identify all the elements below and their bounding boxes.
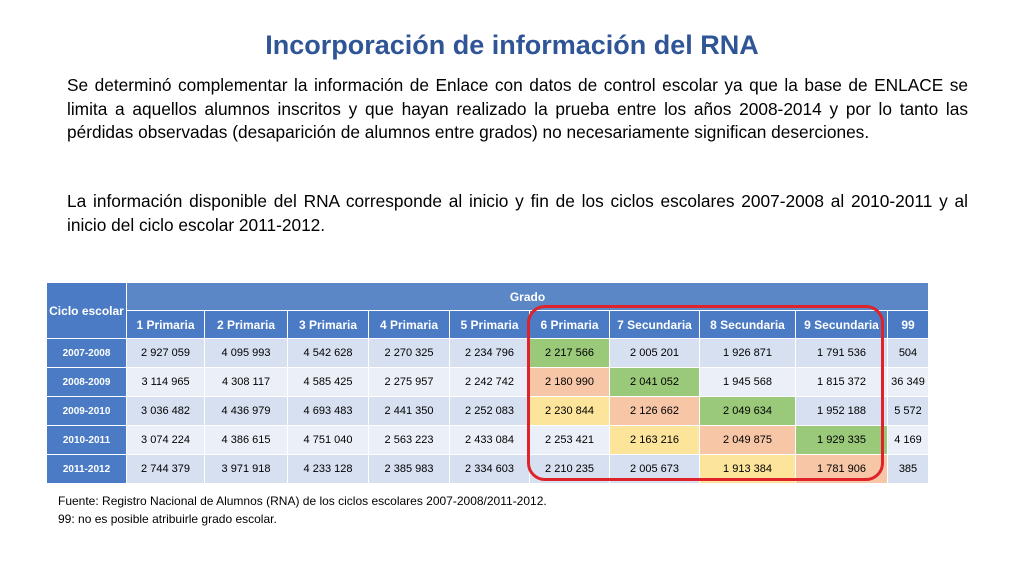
table-row: 2009-2010 3 036 482 4 436 979 4 693 483 … xyxy=(46,396,929,426)
table-cell: 2 927 059 xyxy=(126,338,205,368)
grade-header: 8 Secundaria xyxy=(699,310,796,339)
table-cell: 2 126 662 xyxy=(609,396,700,426)
table-cell: 4 693 483 xyxy=(287,396,369,426)
table-cell: 1 926 871 xyxy=(699,338,796,368)
table-cell: 2 275 957 xyxy=(368,367,450,397)
table-cell: 2 163 216 xyxy=(609,425,700,455)
table-cell: 4 169 xyxy=(887,425,929,455)
table-cell: 4 386 615 xyxy=(204,425,288,455)
grade-99-footnote: 99: no es posible atribuirle grado escol… xyxy=(58,512,277,526)
table-row: 2008-2009 3 114 965 4 308 117 4 585 425 … xyxy=(46,367,929,397)
table-cell: 2 334 603 xyxy=(449,454,530,484)
table-cell: 3 036 482 xyxy=(126,396,205,426)
table-cell: 2 563 223 xyxy=(368,425,450,455)
table-cell: 2 230 844 xyxy=(529,396,610,426)
paragraph-availability: La información disponible del RNA corres… xyxy=(67,191,968,235)
table-cell: 3 114 965 xyxy=(126,367,205,397)
grade-header: 5 Primaria xyxy=(449,310,530,339)
table-cell: 2 242 742 xyxy=(449,367,530,397)
paragraph-intro: Se determinó complementar la información… xyxy=(67,75,968,142)
table-cell: 2 270 325 xyxy=(368,338,450,368)
table-cell: 1 913 384 xyxy=(699,454,796,484)
table-cell: 385 xyxy=(887,454,929,484)
table-cell: 2 005 201 xyxy=(609,338,700,368)
enrollment-table: Ciclo escolar Grado 1 Primaria 2 Primari… xyxy=(46,282,929,484)
table-cell: 4 308 117 xyxy=(204,367,288,397)
table-cell: 4 233 128 xyxy=(287,454,369,484)
table-cell: 2 049 875 xyxy=(699,425,796,455)
table-cell: 1 781 906 xyxy=(795,454,888,484)
grade-header: 3 Primaria xyxy=(287,310,369,339)
table-cell: 3 971 918 xyxy=(204,454,288,484)
table-cell: 1 929 335 xyxy=(795,425,888,455)
slide-title: Incorporación de información del RNA xyxy=(265,30,759,60)
ciclo-escolar-header: Ciclo escolar xyxy=(46,282,127,339)
table-cell: 4 585 425 xyxy=(287,367,369,397)
table-cell: 2 234 796 xyxy=(449,338,530,368)
table-cell: 4 542 628 xyxy=(287,338,369,368)
year-cell: 2009-2010 xyxy=(46,396,127,426)
table-cell: 2 049 634 xyxy=(699,396,796,426)
table-cell: 2 253 421 xyxy=(529,425,610,455)
table-cell: 4 751 040 xyxy=(287,425,369,455)
table-cell: 5 572 xyxy=(887,396,929,426)
table-cell: 36 349 xyxy=(887,367,929,397)
table-cell: 4 095 993 xyxy=(204,338,288,368)
table-cell: 1 952 188 xyxy=(795,396,888,426)
table-row: 2010-2011 3 074 224 4 386 615 4 751 040 … xyxy=(46,425,929,455)
source-footnote: Fuente: Registro Nacional de Alumnos (RN… xyxy=(58,494,547,508)
grade-header: 1 Primaria xyxy=(126,310,205,339)
table-cell: 2 252 083 xyxy=(449,396,530,426)
table-row: 2007-2008 2 927 059 4 095 993 4 542 628 … xyxy=(46,338,929,368)
table-cell: 2 433 084 xyxy=(449,425,530,455)
table-cell: 2 441 350 xyxy=(368,396,450,426)
table-cell: 2 744 379 xyxy=(126,454,205,484)
year-cell: 2011-2012 xyxy=(46,454,127,484)
table-cell: 2 180 990 xyxy=(529,367,610,397)
grade-header: 2 Primaria xyxy=(204,310,288,339)
table-row: 2011-2012 2 744 379 3 971 918 4 233 128 … xyxy=(46,454,929,484)
grade-header: 99 xyxy=(887,310,929,339)
grade-header: 9 Secundaria xyxy=(795,310,888,339)
year-cell: 2010-2011 xyxy=(46,425,127,455)
grade-header: 7 Secundaria xyxy=(609,310,700,339)
grado-header: Grado xyxy=(126,282,929,311)
year-cell: 2007-2008 xyxy=(46,338,127,368)
grade-header: 4 Primaria xyxy=(368,310,450,339)
table-cell: 504 xyxy=(887,338,929,368)
table-cell: 2 041 052 xyxy=(609,367,700,397)
table-cell: 1 815 372 xyxy=(795,367,888,397)
table-cell: 2 385 983 xyxy=(368,454,450,484)
table-cell: 2 005 673 xyxy=(609,454,700,484)
table-cell: 3 074 224 xyxy=(126,425,205,455)
table-cell: 2 210 235 xyxy=(529,454,610,484)
table-cell: 4 436 979 xyxy=(204,396,288,426)
grade-header: 6 Primaria xyxy=(529,310,610,339)
table-cell: 1 791 536 xyxy=(795,338,888,368)
table-cell: 2 217 566 xyxy=(529,338,610,368)
table-cell: 1 945 568 xyxy=(699,367,796,397)
year-cell: 2008-2009 xyxy=(46,367,127,397)
